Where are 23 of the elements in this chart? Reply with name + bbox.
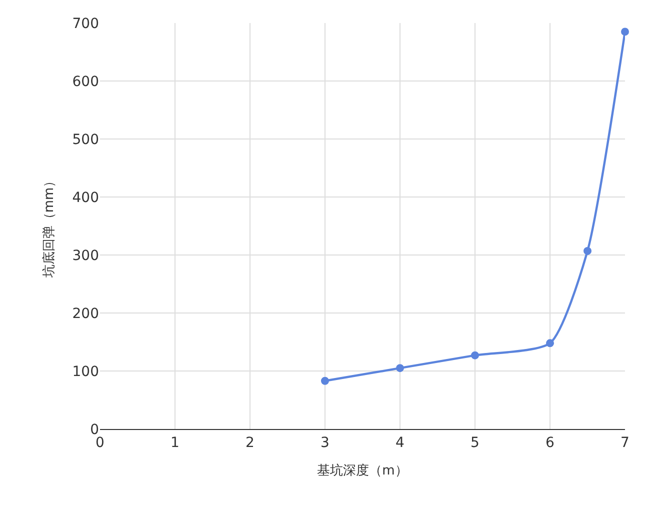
x-tick-label: 7 bbox=[620, 434, 630, 451]
x-tick-label: 4 bbox=[396, 434, 405, 451]
y-tick-label: 400 bbox=[72, 190, 99, 206]
x-tick-label: 6 bbox=[546, 434, 555, 451]
x-tick-label: 1 bbox=[170, 434, 180, 451]
y-tick-label: 700 bbox=[72, 16, 99, 32]
point bbox=[471, 351, 479, 360]
point bbox=[396, 364, 404, 372]
x-tick-label: 2 bbox=[246, 434, 254, 451]
y-tick-label: 100 bbox=[72, 364, 99, 380]
x-tick-label: 3 bbox=[320, 434, 330, 451]
y-tick-label: 200 bbox=[72, 306, 99, 322]
x-axis-title: 基坑深度（m） bbox=[317, 462, 408, 478]
y-tick-label: 300 bbox=[72, 248, 99, 264]
y-axis-title: 坑底回弹（mm） bbox=[42, 174, 58, 279]
point bbox=[584, 246, 592, 255]
y-tick-label: 0 bbox=[90, 422, 99, 438]
x-tick-label: 5 bbox=[470, 434, 480, 451]
y-tick-label: 600 bbox=[72, 74, 99, 90]
point bbox=[621, 28, 629, 36]
point bbox=[321, 376, 329, 385]
point bbox=[546, 339, 554, 348]
y-tick-label: 500 bbox=[72, 132, 99, 148]
